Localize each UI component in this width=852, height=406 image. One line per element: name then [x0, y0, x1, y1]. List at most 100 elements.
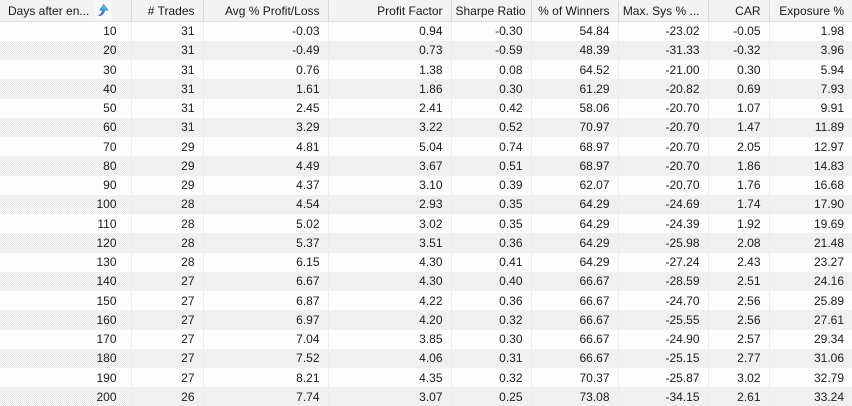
table-cell: 21.48	[769, 233, 852, 253]
table-cell: 4.37	[203, 175, 329, 195]
table-cell: 5.02	[203, 214, 329, 234]
table-row[interactable]: 60 31 3.29 3.22 0.52 70.97 -20.70 1.47 11.89	[0, 117, 852, 137]
column-header-sharpe-ratio[interactable]: Sharpe Ratio	[451, 0, 532, 22]
table-cell: 4.49	[203, 156, 329, 176]
table-cell: 24.16	[769, 271, 852, 291]
table-cell: 68.97	[531, 137, 619, 157]
table-cell: 0.42	[451, 98, 532, 118]
table-cell: 3.02	[328, 214, 452, 234]
table-row[interactable]: 170 27 7.04 3.85 0.30 66.67 -24.90 2.57 29.34	[0, 329, 852, 349]
table-cell: 31	[131, 117, 204, 137]
column-header-max-sys-drawdown[interactable]: Max. Sys % ...	[618, 0, 709, 22]
table-row[interactable]: 90 29 4.37 3.10 0.39 62.07 -20.70 1.76 16.68	[0, 175, 852, 195]
table-cell: 190	[0, 368, 132, 388]
table-cell: 160	[0, 310, 132, 330]
table-row[interactable]: 180 27 7.52 4.06 0.31 66.67 -25.15 2.77 31.06	[0, 348, 852, 368]
table-cell: 11.89	[769, 117, 852, 137]
table-row[interactable]: 70 29 4.81 5.04 0.74 68.97 -20.70 2.05 12.97	[0, 137, 852, 157]
table-cell: 1.98	[769, 21, 852, 41]
table-cell: -31.33	[618, 40, 709, 60]
table-cell: 2.57	[708, 329, 770, 349]
table-row[interactable]: 80 29 4.49 3.67 0.51 68.97 -20.70 1.86 14.83	[0, 156, 852, 176]
table-cell: 32.79	[769, 368, 852, 388]
table-cell: 10	[0, 21, 132, 41]
table-cell: 0.51	[451, 156, 532, 176]
column-header-exposure[interactable]: Exposure %	[769, 0, 852, 22]
table-cell: 130	[0, 252, 132, 272]
table-row[interactable]: 140 27 6.67 4.30 0.40 66.67 -28.59 2.51 24.16	[0, 271, 852, 291]
table-cell: 66.67	[531, 271, 619, 291]
table-cell: 4.20	[328, 310, 452, 330]
table-cell: 31.06	[769, 348, 852, 368]
table-cell: 1.86	[328, 79, 452, 99]
table-cell: -20.70	[618, 175, 709, 195]
table-cell: 0.36	[451, 291, 532, 311]
table-row[interactable]: 100 28 4.54 2.93 0.35 64.29 -24.69 1.74 17.90	[0, 194, 852, 214]
table-row[interactable]: 150 27 6.87 4.22 0.36 66.67 -24.70 2.56 25.89	[0, 291, 852, 311]
column-header-label: Days after en...	[8, 3, 90, 18]
table-cell: 66.67	[531, 348, 619, 368]
table-cell: 14.83	[769, 156, 852, 176]
table-cell: 31	[131, 60, 204, 80]
table-cell: -34.15	[618, 387, 709, 406]
table-cell: 3.96	[769, 40, 852, 60]
table-cell: 4.30	[328, 252, 452, 272]
table-cell: 33.24	[769, 387, 852, 406]
table-cell: 4.22	[328, 291, 452, 311]
table-cell: 29	[131, 137, 204, 157]
table-row[interactable]: 120 28 5.37 3.51 0.36 64.29 -25.98 2.08 21.48	[0, 233, 852, 253]
table-cell: 6.67	[203, 271, 329, 291]
table-cell: 27	[131, 348, 204, 368]
table-cell: 26	[131, 387, 204, 406]
table-cell: 12.97	[769, 137, 852, 157]
table-row[interactable]: 190 27 8.21 4.35 0.32 70.37 -25.87 3.02 32.79	[0, 368, 852, 388]
table-cell: 9.91	[769, 98, 852, 118]
table-row[interactable]: 110 28 5.02 3.02 0.35 64.29 -24.39 1.92 19.69	[0, 214, 852, 234]
table-cell: 68.97	[531, 156, 619, 176]
table-cell: 29	[131, 156, 204, 176]
table-cell: 1.74	[708, 194, 770, 214]
table-cell: 1.47	[708, 117, 770, 137]
column-header-num-trades[interactable]: # Trades	[131, 0, 204, 22]
table-cell: 54.84	[531, 21, 619, 41]
table-cell: 0.69	[708, 79, 770, 99]
table-cell: 19.69	[769, 214, 852, 234]
table-cell: -20.82	[618, 79, 709, 99]
column-header-pct-winners[interactable]: % of Winners	[531, 0, 619, 22]
table-cell: -27.24	[618, 252, 709, 272]
table-cell: 8.21	[203, 368, 329, 388]
table-row[interactable]: 20 31 -0.49 0.73 -0.59 48.39 -31.33 -0.32 3.96	[0, 40, 852, 60]
column-header-profit-factor[interactable]: Profit Factor	[328, 0, 452, 22]
table-row[interactable]: 50 31 2.45 2.41 0.42 58.06 -20.70 1.07 9.91	[0, 98, 852, 118]
column-header-car[interactable]: CAR	[708, 0, 770, 22]
table-cell: 0.32	[451, 368, 532, 388]
table-cell: -24.69	[618, 194, 709, 214]
table-row[interactable]: 30 31 0.76 1.38 0.08 64.52 -21.00 0.30 5.94	[0, 60, 852, 80]
table-cell: 2.93	[328, 194, 452, 214]
table-cell: 0.30	[708, 60, 770, 80]
table-row[interactable]: 200 26 7.74 3.07 0.25 73.08 -34.15 2.61 33.24	[0, 387, 852, 406]
table-cell: 70	[0, 137, 132, 157]
table-row[interactable]: 160 27 6.97 4.20 0.32 66.67 -25.55 2.56 27.61	[0, 310, 852, 330]
table-cell: 25.89	[769, 291, 852, 311]
table-cell: 4.30	[328, 271, 452, 291]
table-row[interactable]: 130 28 6.15 4.30 0.41 64.29 -27.24 2.43 23.27	[0, 252, 852, 272]
table-cell: 2.08	[708, 233, 770, 253]
table-header-row: Days after en...	[0, 0, 852, 22]
table-cell: 150	[0, 291, 132, 311]
table-cell: 0.73	[328, 40, 452, 60]
table-row[interactable]: 40 31 1.61 1.86 0.30 61.29 -20.82 0.69 7.93	[0, 79, 852, 99]
table-cell: 27.61	[769, 310, 852, 330]
table-row[interactable]: 10 31 -0.03 0.94 -0.30 54.84 -23.02 -0.05 1.98	[0, 21, 852, 41]
table-cell: 0.35	[451, 194, 532, 214]
table-cell: 23.27	[769, 252, 852, 272]
table-cell: 64.29	[531, 252, 619, 272]
table-cell: 70.97	[531, 117, 619, 137]
column-header-days-after-entry[interactable]: Days after en...	[0, 0, 132, 22]
table-cell: 2.41	[328, 98, 452, 118]
table-cell: 5.94	[769, 60, 852, 80]
table-cell: 2.77	[708, 348, 770, 368]
table-cell: 0.41	[451, 252, 532, 272]
table-cell: 4.35	[328, 368, 452, 388]
column-header-avg-profit-loss[interactable]: Avg % Profit/Loss	[203, 0, 329, 22]
